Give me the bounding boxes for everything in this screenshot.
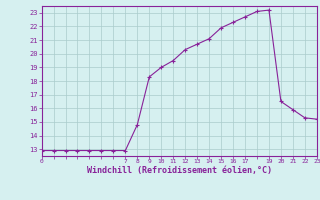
X-axis label: Windchill (Refroidissement éolien,°C): Windchill (Refroidissement éolien,°C) [87,166,272,175]
